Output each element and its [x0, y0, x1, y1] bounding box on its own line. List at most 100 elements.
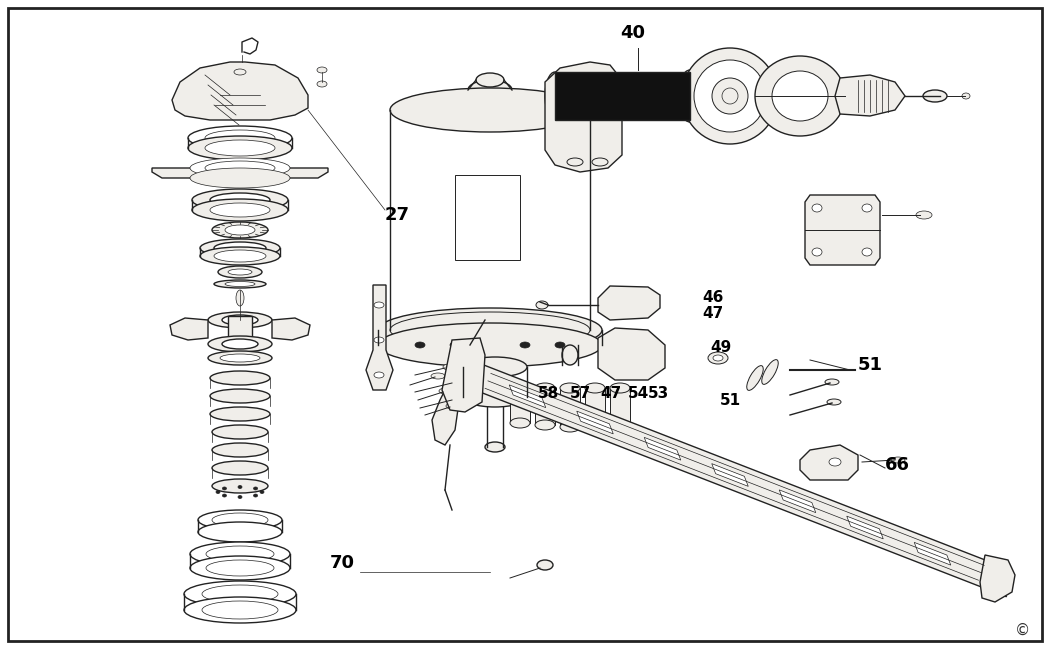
- Ellipse shape: [468, 80, 512, 100]
- Polygon shape: [846, 516, 883, 539]
- Ellipse shape: [260, 491, 264, 493]
- Text: 51: 51: [720, 393, 741, 408]
- Polygon shape: [598, 286, 660, 320]
- Ellipse shape: [202, 585, 278, 603]
- Polygon shape: [172, 62, 308, 120]
- Ellipse shape: [202, 601, 278, 619]
- Text: 40: 40: [620, 24, 645, 42]
- Ellipse shape: [536, 301, 548, 309]
- Ellipse shape: [208, 336, 272, 352]
- Ellipse shape: [200, 239, 280, 257]
- Polygon shape: [366, 285, 393, 390]
- Polygon shape: [598, 328, 665, 380]
- Polygon shape: [712, 463, 749, 486]
- Ellipse shape: [192, 199, 288, 221]
- Ellipse shape: [225, 225, 255, 235]
- Ellipse shape: [216, 491, 220, 493]
- Ellipse shape: [827, 399, 841, 405]
- Ellipse shape: [755, 56, 845, 136]
- Ellipse shape: [450, 396, 462, 402]
- Ellipse shape: [520, 342, 530, 348]
- Ellipse shape: [184, 581, 296, 607]
- Ellipse shape: [446, 403, 460, 409]
- Ellipse shape: [555, 342, 565, 348]
- Text: 57: 57: [570, 386, 591, 401]
- Ellipse shape: [610, 426, 630, 436]
- Polygon shape: [442, 338, 485, 412]
- Ellipse shape: [214, 280, 266, 288]
- Ellipse shape: [198, 522, 282, 542]
- Ellipse shape: [812, 248, 822, 256]
- Ellipse shape: [374, 372, 384, 378]
- Ellipse shape: [206, 560, 274, 576]
- Ellipse shape: [212, 513, 268, 527]
- Ellipse shape: [510, 383, 530, 393]
- Polygon shape: [272, 318, 310, 340]
- Polygon shape: [915, 543, 950, 565]
- Ellipse shape: [592, 158, 608, 166]
- Polygon shape: [545, 62, 622, 172]
- Text: 54: 54: [628, 386, 649, 401]
- Polygon shape: [509, 385, 546, 408]
- Ellipse shape: [317, 81, 327, 87]
- Ellipse shape: [682, 48, 778, 144]
- Ellipse shape: [772, 71, 828, 121]
- Ellipse shape: [439, 388, 453, 394]
- Ellipse shape: [430, 373, 445, 379]
- Ellipse shape: [212, 479, 268, 493]
- Ellipse shape: [862, 204, 872, 212]
- Ellipse shape: [450, 379, 462, 385]
- Ellipse shape: [210, 371, 270, 385]
- Polygon shape: [454, 353, 1007, 597]
- Text: ©: ©: [1014, 623, 1030, 638]
- Ellipse shape: [253, 487, 257, 490]
- Ellipse shape: [190, 158, 290, 178]
- Bar: [455, 175, 520, 260]
- Ellipse shape: [208, 351, 272, 365]
- Bar: [560, 388, 580, 427]
- Ellipse shape: [678, 70, 702, 122]
- Ellipse shape: [415, 342, 425, 348]
- Ellipse shape: [443, 364, 455, 370]
- Ellipse shape: [537, 560, 553, 570]
- Ellipse shape: [712, 78, 748, 114]
- Ellipse shape: [713, 355, 723, 361]
- Ellipse shape: [212, 425, 268, 439]
- Bar: [510, 388, 530, 423]
- Polygon shape: [779, 490, 816, 513]
- Ellipse shape: [184, 597, 296, 623]
- Ellipse shape: [747, 365, 763, 391]
- Ellipse shape: [378, 323, 602, 367]
- Ellipse shape: [208, 312, 272, 328]
- Ellipse shape: [214, 250, 266, 262]
- Ellipse shape: [190, 168, 290, 188]
- Polygon shape: [835, 75, 905, 116]
- Text: 27: 27: [385, 206, 410, 224]
- Ellipse shape: [222, 339, 258, 349]
- Ellipse shape: [212, 461, 268, 475]
- Ellipse shape: [374, 337, 384, 343]
- Ellipse shape: [916, 211, 932, 219]
- Text: 46: 46: [702, 290, 723, 305]
- Ellipse shape: [200, 247, 280, 265]
- Text: 47: 47: [600, 386, 622, 401]
- Ellipse shape: [238, 495, 242, 498]
- Ellipse shape: [198, 510, 282, 530]
- Ellipse shape: [236, 290, 244, 306]
- Bar: [585, 388, 605, 429]
- Ellipse shape: [228, 269, 252, 275]
- Ellipse shape: [562, 345, 578, 365]
- Ellipse shape: [722, 88, 738, 104]
- Ellipse shape: [812, 204, 822, 212]
- Ellipse shape: [220, 354, 260, 362]
- Ellipse shape: [192, 189, 288, 211]
- Ellipse shape: [205, 161, 275, 175]
- Ellipse shape: [694, 60, 766, 132]
- Ellipse shape: [238, 485, 242, 489]
- Ellipse shape: [212, 222, 268, 238]
- Ellipse shape: [223, 487, 227, 490]
- Ellipse shape: [567, 158, 583, 166]
- Polygon shape: [980, 555, 1015, 602]
- Polygon shape: [152, 168, 328, 178]
- Ellipse shape: [536, 383, 555, 393]
